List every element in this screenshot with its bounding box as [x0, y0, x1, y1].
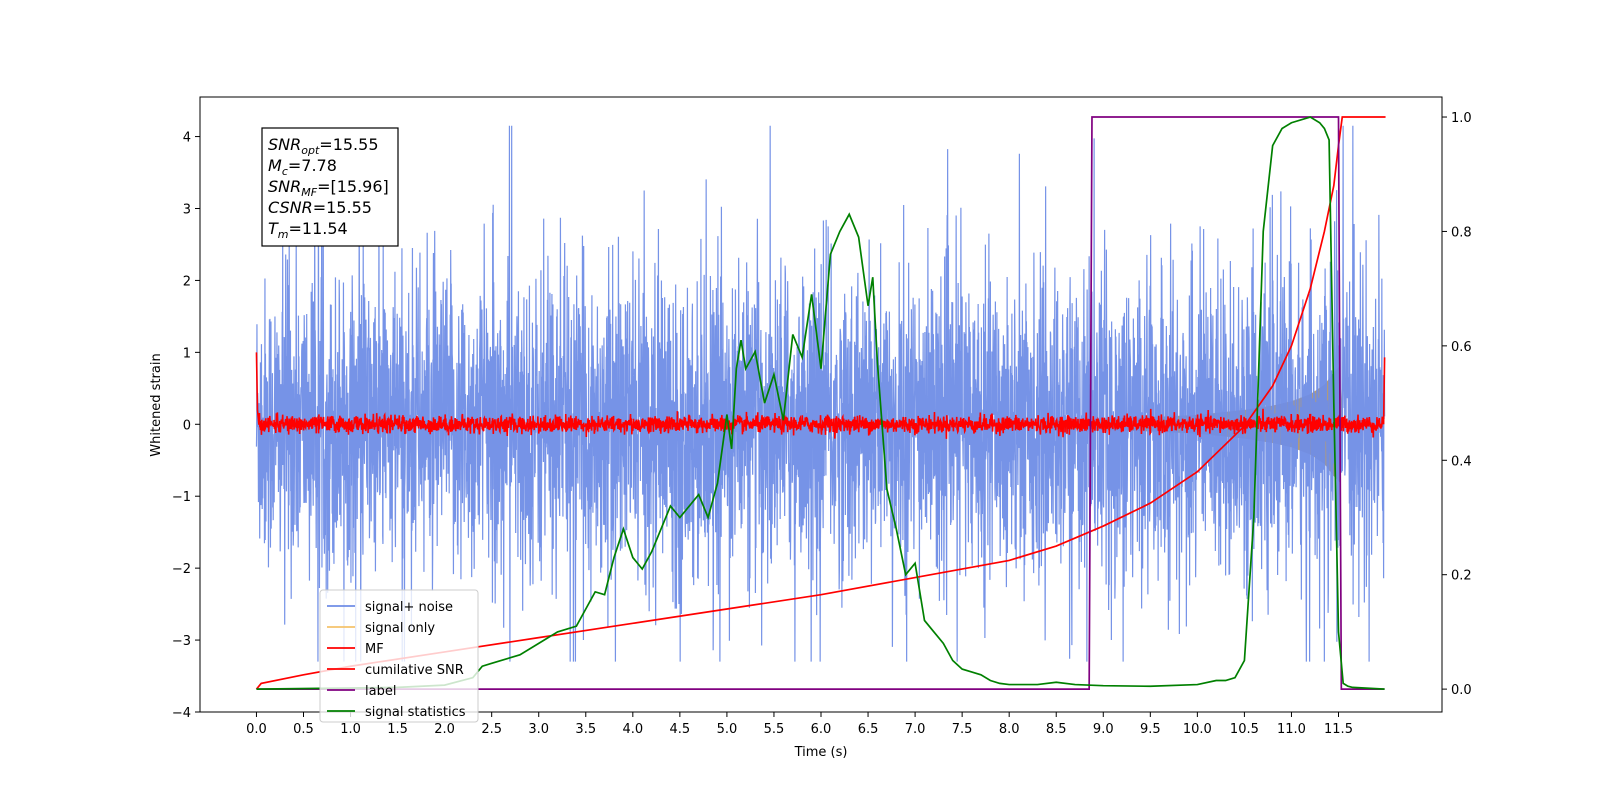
annotation-line: SNRMF=[15.96]: [268, 177, 389, 199]
x-tick-label: 3.5: [575, 722, 596, 737]
legend: signal+ noise signal only MF cumilative SNR…: [319, 589, 479, 723]
x-tick-label: 11.5: [1324, 722, 1353, 737]
x-tick-label: 5.5: [764, 722, 785, 737]
annotation-line: SNRopt=15.55: [268, 135, 379, 157]
x-tick-label: 1.5: [387, 722, 408, 737]
legend-label: label: [365, 684, 396, 699]
x-tick-label: 2.5: [481, 722, 502, 737]
signal-noise-series: [255, 125, 1386, 662]
x-tick-label: 0.5: [293, 722, 314, 737]
y2-tick-label: 0.6: [1451, 340, 1472, 355]
stats-annotation-box: SNRopt=15.55Mc=7.78SNRMF=[15.96]CSNR=15.…: [261, 127, 399, 247]
y-tick-label: −3: [172, 634, 191, 649]
legend-label: cumilative SNR: [365, 663, 464, 678]
x-tick-label: 10.5: [1230, 722, 1259, 737]
y-tick-label: 2: [183, 274, 191, 289]
x-tick-label: 4.5: [670, 722, 691, 737]
y2-tick-label: 0.4: [1451, 454, 1472, 469]
x-axis-label: Time (s): [794, 745, 848, 760]
x-tick-label: 9.0: [1093, 722, 1114, 737]
y-tick-label: 1: [183, 346, 191, 361]
y2-axis-ticks: 0.0 0.2 0.4 0.6 0.8 1.0: [1442, 111, 1472, 698]
y-tick-label: −1: [172, 490, 191, 505]
x-tick-label: 8.5: [1046, 722, 1067, 737]
y-axis-ticks: −4 −3 −2 −1 0 1 2 3 4: [172, 131, 200, 721]
x-tick-label: 10.0: [1183, 722, 1212, 737]
label-line: [256, 116, 1385, 690]
legend-label: signal only: [365, 621, 435, 636]
y-axis-label: Whitened strain: [149, 353, 164, 456]
y-tick-label: 4: [183, 131, 191, 146]
y-tick-label: −4: [172, 706, 191, 721]
x-tick-label: 3.0: [528, 722, 549, 737]
signal-statistics-line: [256, 116, 1385, 690]
y-tick-label: 3: [183, 202, 191, 217]
x-tick-label: 8.0: [999, 722, 1020, 737]
x-tick-label: 2.0: [434, 722, 455, 737]
legend-label: MF: [365, 642, 384, 657]
y2-tick-label: 1.0: [1451, 111, 1472, 126]
mf-line: [255, 352, 1386, 439]
x-tick-label: 7.5: [952, 722, 973, 737]
x-tick-label: 9.5: [1140, 722, 1161, 737]
x-tick-label: 6.5: [858, 722, 879, 737]
legend-label: signal+ noise: [365, 600, 453, 615]
y2-tick-label: 0.8: [1451, 225, 1472, 240]
x-tick-label: 6.0: [811, 722, 832, 737]
annotation-line: CSNR=15.55: [268, 198, 372, 217]
annotation-frame: [261, 127, 399, 247]
x-tick-label: 1.0: [340, 722, 361, 737]
x-tick-label: 5.0: [717, 722, 738, 737]
mf-series: [255, 352, 1386, 439]
x-tick-label: 4.0: [622, 722, 643, 737]
x-tick-label: 0.0: [246, 722, 267, 737]
x-tick-label: 7.0: [905, 722, 926, 737]
y2-tick-label: 0.0: [1451, 683, 1472, 698]
x-axis-ticks: 0.0 0.5 1.0 1.5 2.0 2.5 3.0 3.5 4.0 4.5 5.0 5.5 6.0 6…: [246, 712, 1353, 737]
y2-tick-label: 0.2: [1451, 569, 1472, 584]
annotation-line: Mc=7.78: [268, 156, 337, 178]
x-tick-label: 11.0: [1277, 722, 1306, 737]
signal-noise-line: [255, 125, 1386, 662]
y-tick-label: −2: [172, 562, 191, 577]
y-tick-label: 0: [183, 418, 191, 433]
annotation-line: Tm=11.54: [268, 219, 348, 241]
legend-label: signal statistics: [365, 705, 466, 720]
legend-frame: [319, 589, 479, 723]
